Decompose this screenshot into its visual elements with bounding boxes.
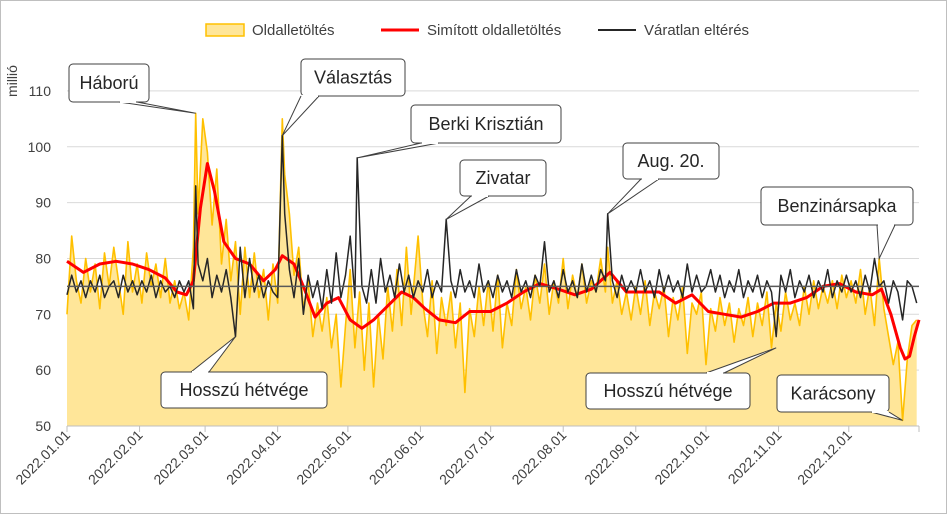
y-axis-label: millió [4,65,20,97]
y-tick-label: 100 [28,139,52,155]
legend: Oldalletöltés Simított oldalletöltés Várat… [205,22,749,39]
series-line-oldalletoltes [66,112,918,422]
callout-box [300,58,406,97]
callout-pointer [357,142,440,159]
y-tick-label: 110 [29,83,52,99]
area-layer [66,112,918,427]
callout: Háború [68,63,196,114]
callout-pointer [705,347,777,374]
callout: Berki Krisztián [357,104,562,159]
y-tick-label: 90 [35,195,51,211]
callout-label: Háború [79,73,138,93]
x-tick-label: 2022.07.01 [436,427,497,488]
callout-box [160,371,328,409]
callout-box [622,142,720,180]
callout-box [776,374,890,413]
x-tick-label: 2022.12.01 [794,427,855,488]
callout-label: Hosszú hétvége [603,381,732,401]
callout-label: Benzinársapka [777,196,897,216]
x-tick-label: 2022.02.01 [85,427,146,488]
legend-label: Simított oldalletöltés [427,22,561,39]
x-tick-label: 2022.09.01 [581,427,642,488]
callout: Aug. 20. [607,142,720,215]
x-tick-label: 2022.04.01 [223,427,284,488]
callout-box [459,159,547,197]
callout-pointer [445,195,490,220]
callout-label: Karácsony [790,384,875,404]
callout-box [410,104,562,144]
y-tick-label: 50 [35,418,51,434]
x-tick-label: 2022.06.01 [366,427,427,488]
callout-pointer [607,178,660,215]
callout: Zivatar [445,159,547,220]
callout-box [760,186,914,226]
x-tick-label: 2022.01.01 [12,427,73,488]
y-tick-label: 60 [35,362,51,378]
callout-label: Aug. 20. [637,151,704,171]
series-line-varatlan [66,134,918,338]
legend-label: Váratlan eltérés [644,22,749,39]
x-tick-label: 2022.08.01 [508,427,569,488]
callout: Benzinársapka [760,186,914,261]
x-tick-label: 2022.05.01 [293,427,354,488]
callout: Karácsony [776,374,903,421]
y-tick-label: 80 [35,250,51,266]
lines-layer [66,134,921,361]
callout-box [68,63,150,103]
callout-label: Berki Krisztián [428,114,543,134]
callout-label: Hosszú hétvége [179,380,308,400]
y-tick-label: 70 [35,306,51,322]
callout: Hosszú hétvége [160,336,328,409]
callout: Hosszú hétvége [585,347,777,410]
callout-pointer [281,95,320,136]
callout-pointer [190,336,236,373]
x-tick-label: 2022.03.01 [150,427,211,488]
legend-label: Oldalletöltés [252,22,335,39]
callouts: Háború Választás Berki Krisztián Zivatar Aug… [68,58,914,421]
callout-pointer [876,224,896,261]
x-tick-label: 2022.10.01 [651,427,712,488]
callout: Választás [281,58,406,136]
callout-label: Választás [314,68,392,88]
x-tick-label: 2022.11.01 [725,427,785,487]
callout-box [585,372,751,410]
series-line-simitott [66,162,921,361]
callout-pointer [118,101,196,114]
legend-swatch-area [205,23,245,37]
callout-pointer [870,411,903,421]
callout-label: Zivatar [475,168,530,188]
